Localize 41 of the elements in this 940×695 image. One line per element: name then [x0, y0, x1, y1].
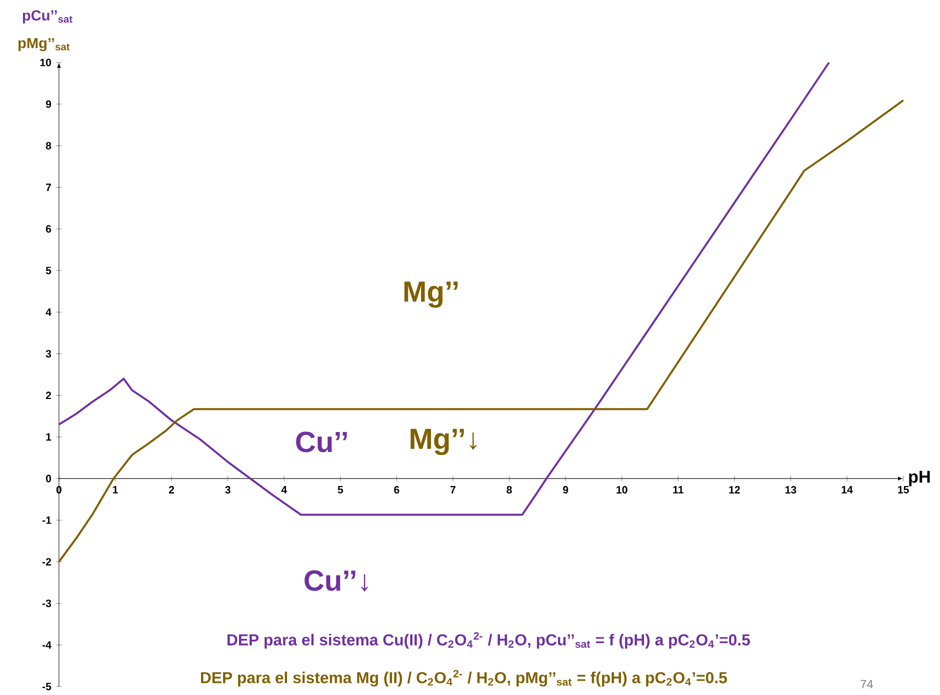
x-tick-label: 13 — [785, 486, 796, 494]
text: DEP para el sistema Mg (II) / C$_{2}$O$_{4}$$^{2-}$ / H$_{2}$O, pMg’’$_{sat}$ = f(pH) a pC$_{2}$O$_{4}$’=0.5 — [201, 670, 727, 687]
y-tick-label: -1 — [42, 516, 52, 524]
y-tick-label: -4 — [42, 642, 52, 649]
annotation: Mg’’↓ — [410, 429, 477, 456]
y-tick-label: -5 — [42, 683, 52, 691]
x-tick-label: 15 — [898, 486, 909, 494]
x-tick-label: 3 — [225, 486, 230, 494]
x-axis-title: pH — [909, 471, 930, 486]
y-tick-label: 5 — [46, 267, 52, 274]
y-tick-label: 7 — [46, 184, 51, 192]
text: pMg’’$_{sat}$ — [18, 38, 70, 52]
x-tick-label: 1 — [112, 486, 118, 494]
x-tick-label: 9 — [562, 486, 568, 494]
y-tick-label: 4 — [46, 308, 52, 316]
annotation: 74 — [860, 680, 873, 688]
annotation: Mg’’ — [404, 282, 458, 308]
x-tick-label: 6 — [394, 486, 400, 494]
annotation: Cu’’↓ — [304, 570, 368, 592]
y-tick-label: -2 — [42, 558, 52, 566]
y-tick-label: 2 — [46, 392, 52, 400]
y-tick-label: 8 — [46, 142, 52, 150]
y-tick-label: 9 — [46, 100, 52, 108]
y-tick-label: 6 — [46, 225, 52, 233]
x-tick-label: 7 — [450, 486, 456, 494]
x-tick-label: 14 — [842, 486, 853, 494]
annotation: Cu’’ — [296, 432, 347, 452]
x-tick-label: 8 — [506, 486, 512, 494]
y-tick-label: -3 — [42, 600, 52, 608]
x-tick-label: 10 — [616, 486, 628, 494]
y-axis-title: pCu’’$_{sat}$ — [22, 10, 72, 24]
x-tick-label: 4 — [281, 486, 287, 494]
x-tick-label: 12 — [729, 486, 740, 494]
y-tick-label: 0 — [46, 475, 52, 483]
y-tick-label: 3 — [46, 350, 52, 358]
text: DEP para el sistema Cu(II) / C$_{2}$O$_{4}$$^{2-}$ / H$_{2}$O, pCu’’$_{sat}$ = f (pH) a pC$_{2}$O$_{4}$’=0.5 — [228, 632, 750, 649]
y-tick-label: 10 — [40, 58, 52, 66]
x-tick-label: 5 — [338, 486, 344, 494]
x-tick-label: 11 — [673, 486, 684, 494]
x-tick-label: 2 — [168, 486, 174, 494]
y-tick-label: 1 — [46, 434, 52, 441]
